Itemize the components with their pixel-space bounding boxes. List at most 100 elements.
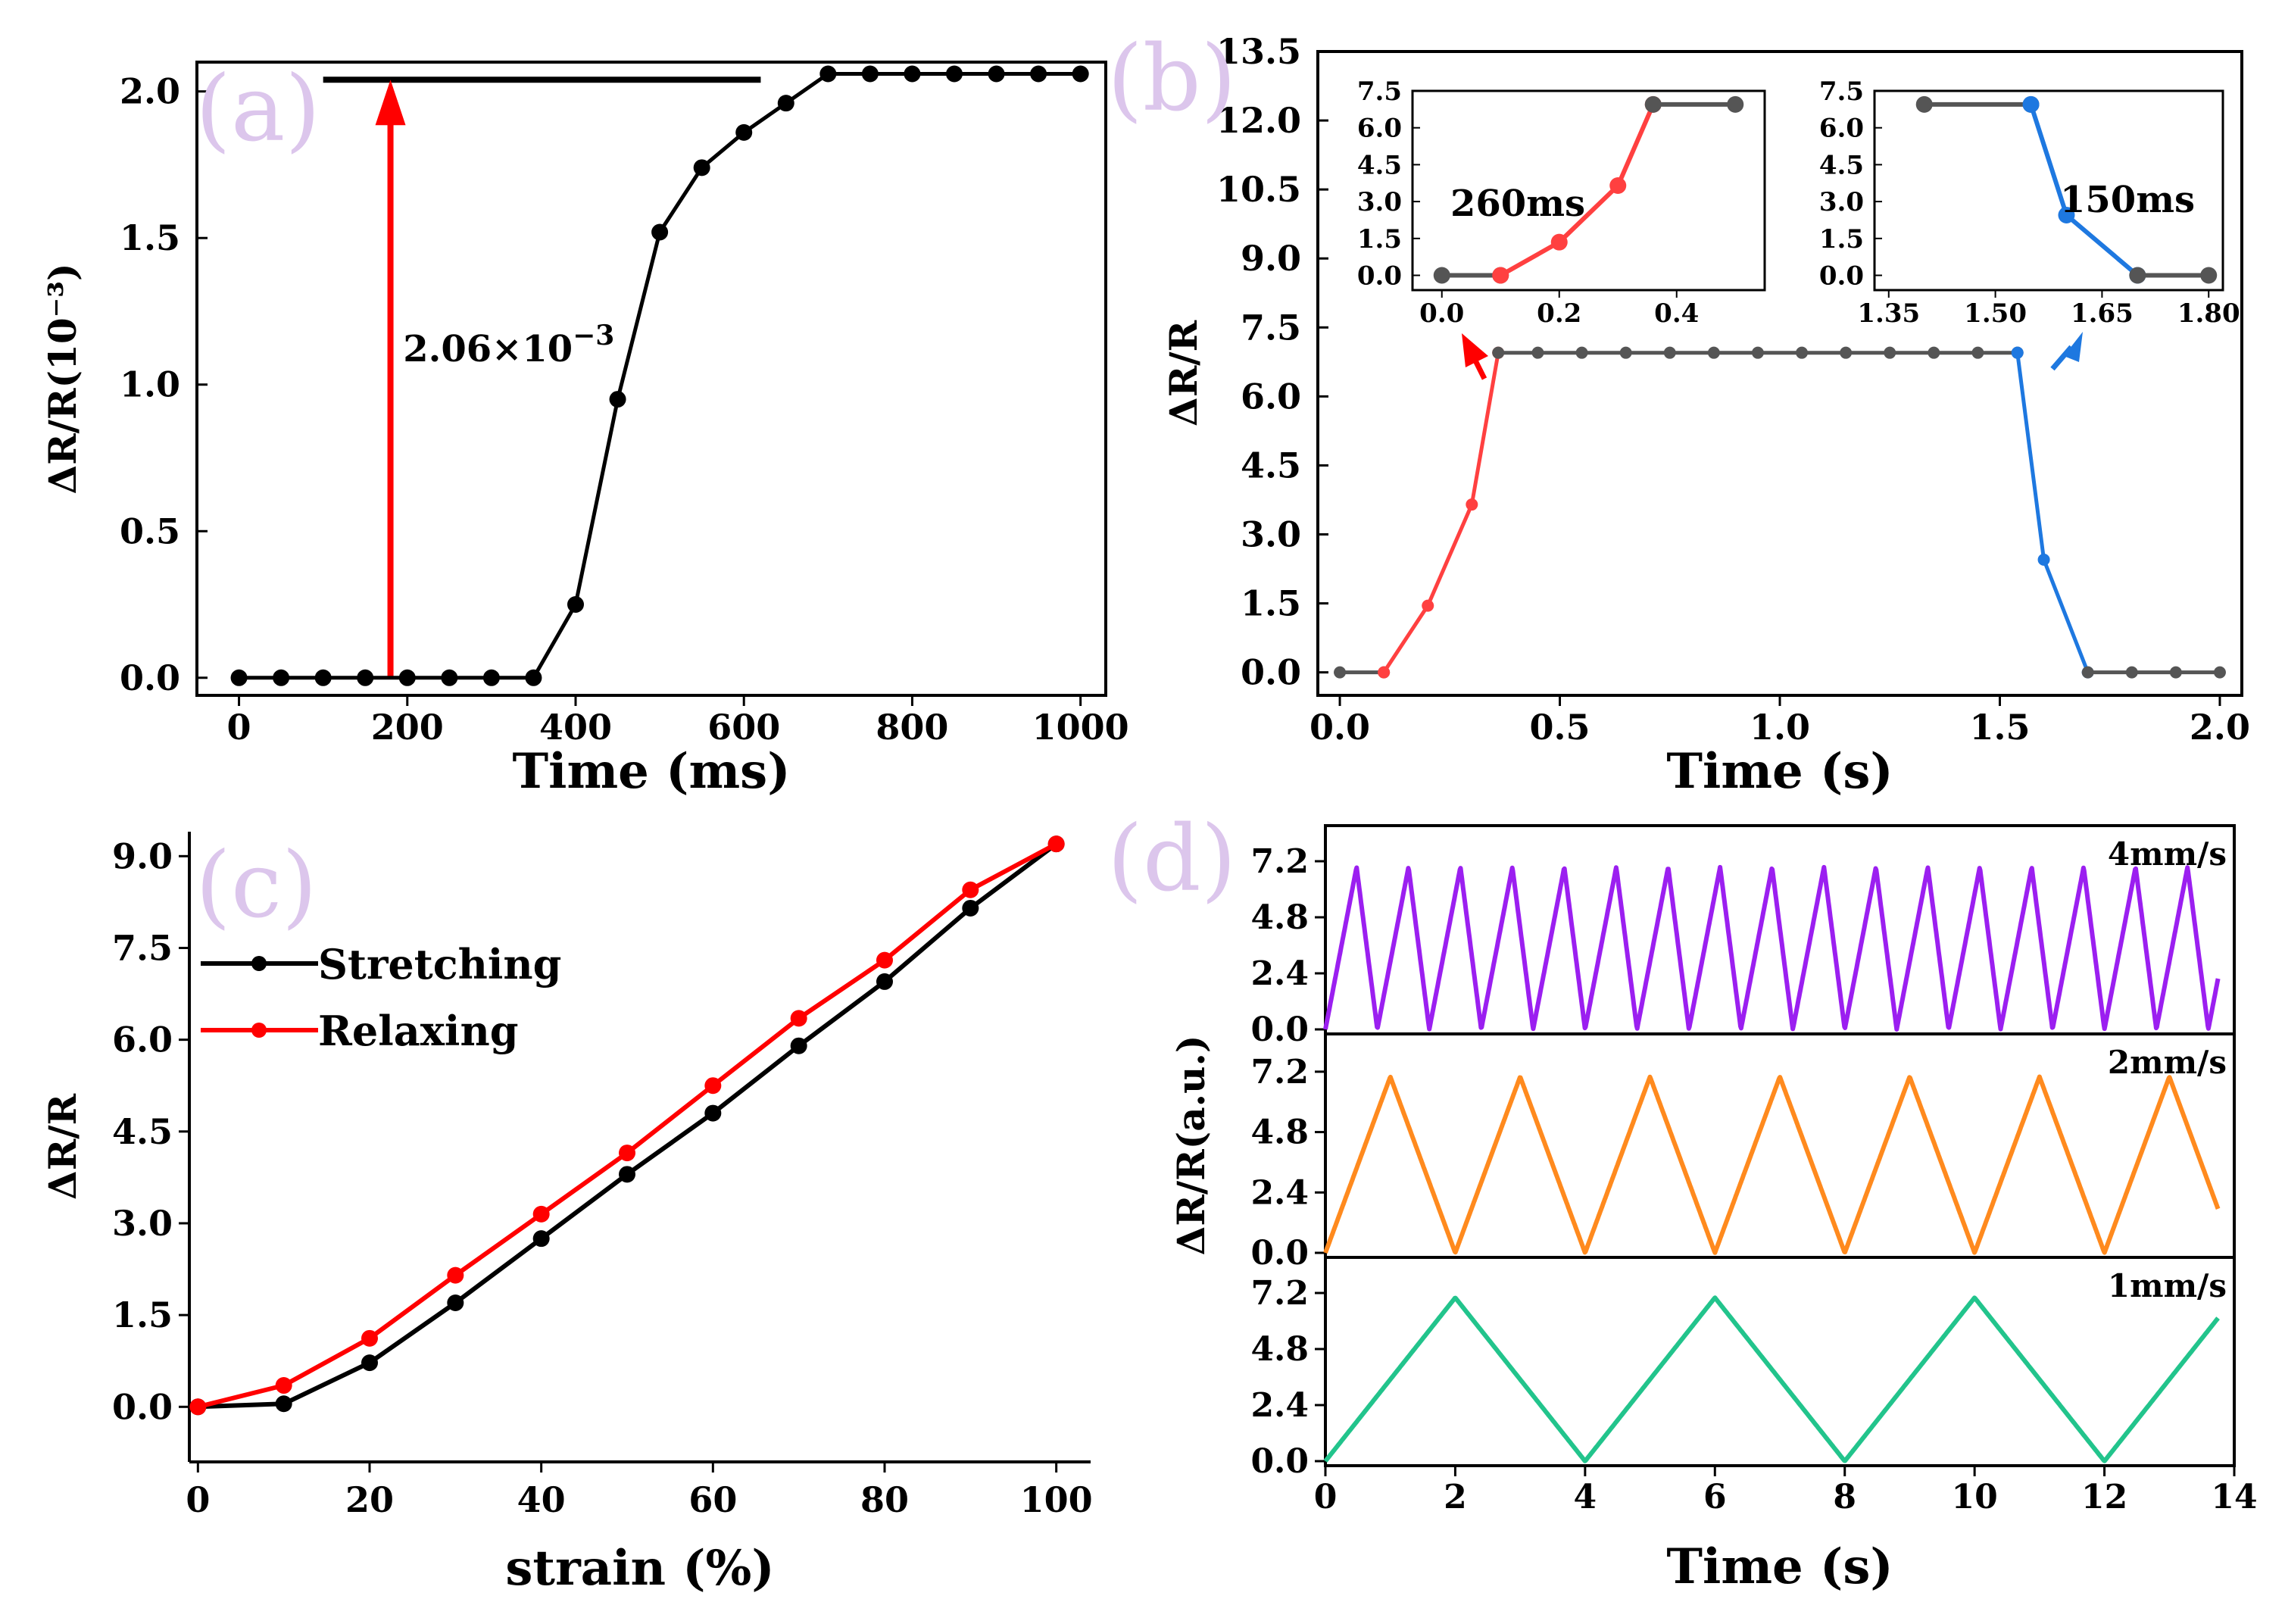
inset-left-line-2-point-1 bbox=[1727, 95, 1744, 113]
panel-a-line-point-10 bbox=[651, 223, 669, 241]
panel-b-line-2-point-6 bbox=[1751, 346, 1764, 359]
panel-c-ytick-label-3: 4.5 bbox=[112, 1111, 173, 1152]
panel-d-trace-1 bbox=[1323, 1074, 2221, 1255]
inset-right-xtick-label-0: 1.35 bbox=[1857, 298, 1920, 329]
panel-a-ytick-label-0: 0.0 bbox=[120, 657, 180, 698]
panel-a-line-point-16 bbox=[904, 65, 921, 83]
panel-d: 0.02.44.87.20.02.44.87.20.02.44.87.20 2 4 6… bbox=[1107, 807, 2258, 1595]
panel-b-line-4-point-3 bbox=[2213, 666, 2226, 679]
inset-right-xtick-label-2: 1.65 bbox=[2071, 298, 2134, 329]
panel-b-line-2-point-7 bbox=[1796, 346, 1809, 359]
panel-d-row-2-ytick-label-1: 2.4 bbox=[1250, 1386, 1309, 1425]
panel-c-label: (c) bbox=[195, 833, 317, 938]
panel-a-line-point-20 bbox=[1072, 65, 1089, 83]
panel-b-xtick-label-1: 0.5 bbox=[1530, 707, 1590, 748]
panel-d-xtick-label-5: 10 bbox=[1952, 1478, 1998, 1516]
panel-c-ytick-label-6: 9.0 bbox=[112, 835, 173, 876]
panel-a-annotation-base: 2.06×10 bbox=[403, 328, 573, 370]
panel-b-line-3-point-1 bbox=[2037, 553, 2050, 566]
panel-c-line-relaxing-point-3 bbox=[447, 1266, 464, 1284]
panel-d-xtick-label-4: 8 bbox=[1833, 1478, 1856, 1516]
panel-d-row-2-ytick-label-0: 0.0 bbox=[1250, 1442, 1309, 1481]
panel-a-ticks: 0 200 400 600 800 1000 0.0 0.5 1.0 1.5 2.0 bbox=[120, 71, 1129, 748]
inset-right-series bbox=[1915, 95, 2218, 284]
panel-b-ticks: 0.0 0.5 1.0 1.5 2.0 0.0 1.5 3.0 4.5 6.0 7.5 9.0 10.5… bbox=[1216, 31, 2250, 748]
panel-c-ticks: 0 20 40 60 80 100 0.0 1.5 3.0 4.5 6.0 7.5 9.0 bbox=[112, 835, 1093, 1520]
inset-left-line-1 bbox=[1499, 103, 1656, 278]
panel-c-line-relaxing-point-9 bbox=[962, 881, 979, 898]
legend-stretching-label: Stretching bbox=[318, 940, 561, 988]
inset-right-xtick-label-3: 1.80 bbox=[2177, 298, 2240, 329]
panel-b-line-2-point-11 bbox=[1971, 346, 1984, 359]
panel-c: 0 20 40 60 80 100 0.0 1.5 3.0 4.5 6.0 7.5 9.0 Stretc… bbox=[40, 832, 1093, 1597]
inset-right-label: 150ms bbox=[2060, 179, 2195, 221]
inset-left-ytick-label-2: 3.0 bbox=[1357, 187, 1402, 217]
panel-b-line-4-point-2 bbox=[2169, 666, 2182, 679]
panel-c-line-relaxing-point-10 bbox=[1047, 835, 1065, 853]
panel-b-inset-right: 1.35 1.50 1.65 1.80 0.0 1.5 3.0 4.5 6.0 7.5 150ms bbox=[1819, 77, 2240, 329]
panel-b-line-1-point-0 bbox=[1378, 666, 1391, 679]
inset-left-frame bbox=[1411, 89, 1766, 292]
panel-b-ytick-label-2: 3.0 bbox=[1241, 514, 1301, 555]
panel-a-line-point-19 bbox=[1030, 65, 1047, 83]
panel-a-series bbox=[230, 65, 1089, 686]
panel-a-line-point-2 bbox=[314, 669, 332, 686]
inset-right-line-2-point-0 bbox=[2129, 267, 2146, 284]
panel-a-ytick-label-3: 1.5 bbox=[120, 217, 180, 258]
panel-b-red-arrowhead bbox=[1462, 333, 1488, 367]
panel-b-xtick-label-4: 2.0 bbox=[2190, 707, 2250, 748]
panel-b-xlabel: Time (s) bbox=[1666, 743, 1893, 800]
panel-b-ytick-label-3: 4.5 bbox=[1241, 445, 1301, 486]
panel-a-xtick-label-0: 0 bbox=[227, 707, 251, 748]
panel-b-line-4-point-1 bbox=[2125, 666, 2138, 679]
panel-a-xtick-label-4: 800 bbox=[876, 707, 948, 748]
inset-left-ytick-label-0: 0.0 bbox=[1357, 261, 1402, 292]
inset-right-ytick-label-5: 7.5 bbox=[1819, 77, 1864, 107]
panel-d-row-1-ytick-label-3: 7.2 bbox=[1250, 1053, 1309, 1092]
panel-a-ylabel: ΔR/R(10⁻³) bbox=[40, 263, 85, 494]
panel-c-line-stretching-point-5 bbox=[619, 1166, 635, 1183]
inset-right-frame bbox=[1873, 89, 2224, 292]
inset-left-xtick-label-0: 0.0 bbox=[1419, 298, 1464, 329]
panel-b-xtick-label-2: 1.0 bbox=[1750, 707, 1810, 748]
panel-c-line-stretching-point-1 bbox=[275, 1395, 292, 1413]
panel-c-line-relaxing-point-5 bbox=[619, 1145, 635, 1162]
speed-label-4mm: 4mm/s bbox=[2108, 835, 2227, 873]
panel-b-ytick-label-8: 12.0 bbox=[1216, 100, 1301, 141]
panel-c-line-stretching-point-9 bbox=[962, 899, 979, 917]
panel-d-row-2-ytick-label-2: 4.8 bbox=[1250, 1330, 1309, 1369]
panel-a-line-point-12 bbox=[735, 123, 753, 141]
panel-c-line-stretching-point-2 bbox=[361, 1354, 378, 1372]
panel-b-ytick-label-5: 7.5 bbox=[1241, 307, 1301, 348]
panel-a-frame bbox=[195, 61, 1107, 697]
panel-b-series bbox=[1334, 346, 2226, 679]
inset-left-line-0-point-0 bbox=[1433, 267, 1450, 284]
panel-d-row-1-ytick-label-1: 2.4 bbox=[1250, 1173, 1309, 1212]
inset-left-line-1-point-2 bbox=[1609, 177, 1627, 195]
panel-d-xlabel: Time (s) bbox=[1666, 1538, 1893, 1595]
panel-b-ytick-label-4: 6.0 bbox=[1241, 376, 1301, 417]
panel-b-line-1-point-1 bbox=[1422, 599, 1434, 612]
legend-stretching-marker bbox=[251, 956, 267, 971]
panel-c-line-relaxing-point-8 bbox=[876, 951, 893, 969]
panel-b-line-2-point-8 bbox=[1840, 346, 1853, 359]
panel-c-series bbox=[189, 835, 1065, 1416]
panel-b: 0.0 0.5 1.0 1.5 2.0 0.0 1.5 3.0 4.5 6.0 7.5 9.0 10.5… bbox=[1107, 27, 2250, 800]
panel-a-xtick-label-5: 1000 bbox=[1032, 707, 1129, 748]
panel-d-frames bbox=[1324, 824, 2236, 1467]
panel-b-ytick-label-0: 0.0 bbox=[1241, 652, 1301, 693]
inset-right-ytick-label-4: 6.0 bbox=[1819, 114, 1864, 144]
inset-right-ytick-label-3: 4.5 bbox=[1819, 150, 1864, 180]
panel-c-xtick-label-3: 60 bbox=[688, 1479, 737, 1520]
inset-left-line-1-point-0 bbox=[1492, 267, 1509, 284]
panel-c-xtick-label-5: 100 bbox=[1020, 1479, 1093, 1520]
panel-c-legend: Stretching Relaxing bbox=[201, 940, 561, 1055]
panel-a-line-point-9 bbox=[609, 391, 626, 408]
panel-c-line-stretching bbox=[198, 842, 1058, 1410]
panel-d-xtick-label-6: 12 bbox=[2081, 1478, 2127, 1516]
panel-a-line-point-5 bbox=[441, 669, 458, 686]
inset-left-series bbox=[1433, 95, 1744, 284]
panel-a-annotation: 2.06×10−3 bbox=[403, 320, 614, 370]
panel-d-trace-2 bbox=[1323, 1295, 2220, 1463]
